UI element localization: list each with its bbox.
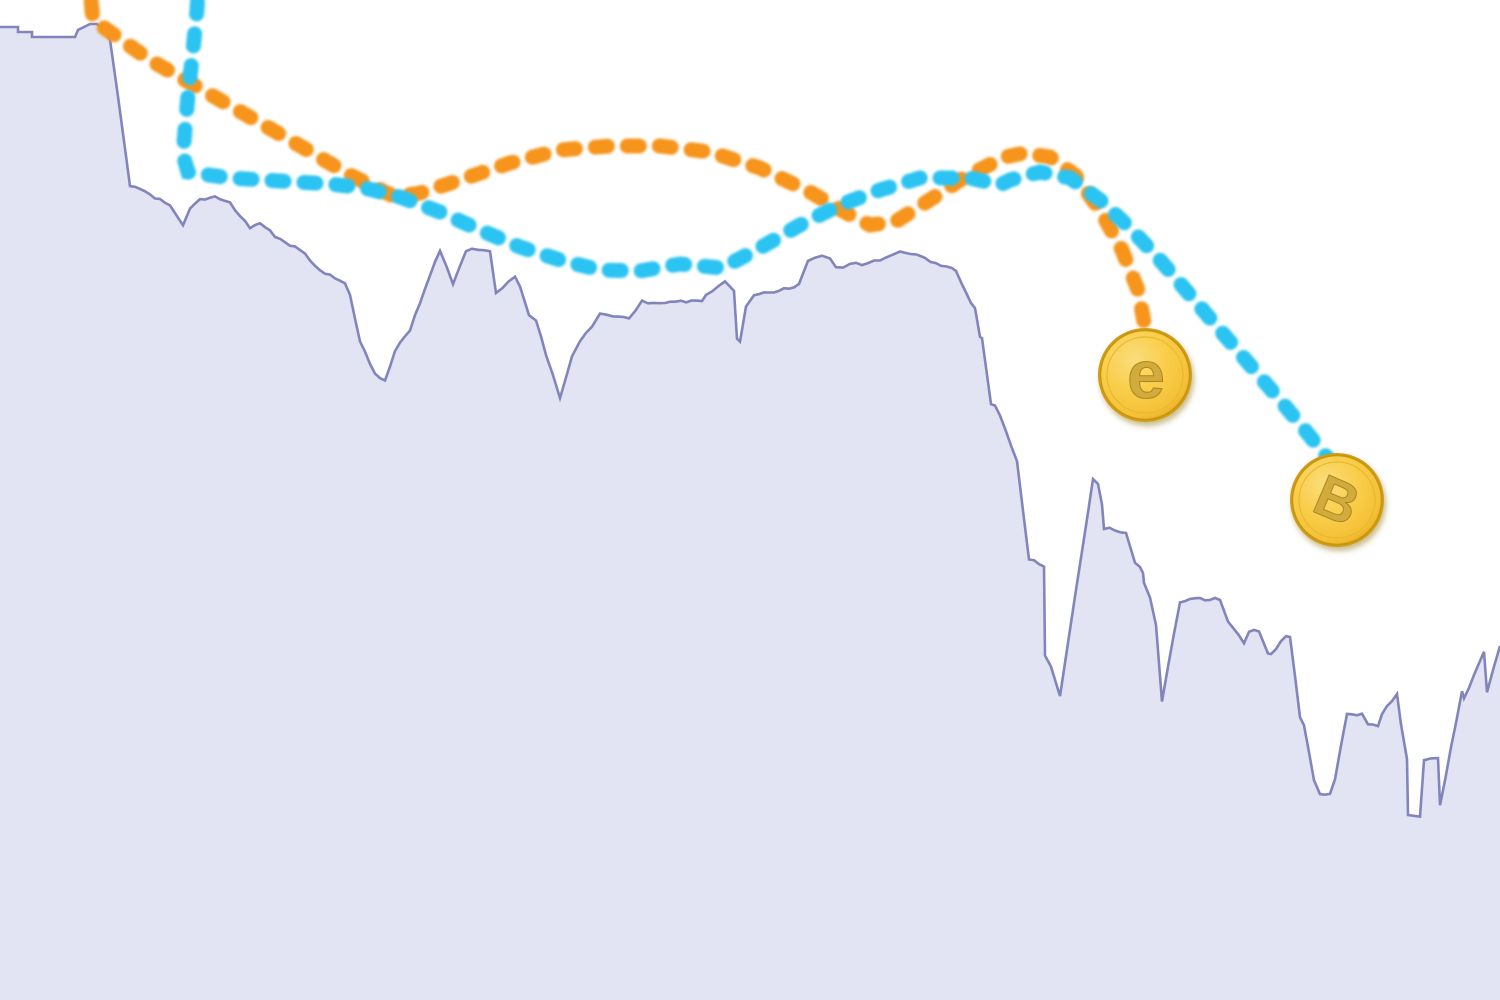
svg-text:e: e — [1127, 337, 1165, 413]
